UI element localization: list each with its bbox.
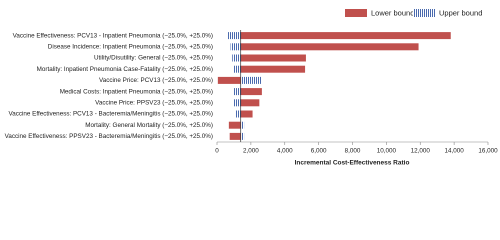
bar [233, 88, 241, 96]
bar [228, 32, 241, 40]
category-label: Utility/Disutility: General (−25.0%, +25… [94, 55, 213, 62]
category-label: Mortality: Inpatient Pneumonia Case-Fata… [37, 66, 213, 73]
bar [240, 43, 419, 51]
x-tick-label: 0 [215, 148, 219, 155]
x-tick-label: 4,000 [277, 148, 293, 155]
bar [240, 88, 262, 96]
bar [233, 99, 241, 107]
legend-label: Upper bound [439, 8, 482, 17]
bar [240, 132, 245, 140]
x-tick-label: 12,000 [411, 148, 431, 155]
category-label: Vaccine Effectiveness: PPSV23 - Bacterem… [5, 133, 213, 140]
bar [230, 43, 241, 51]
bar [235, 110, 241, 118]
category-label: Vaccine Price: PPSV23 (−25.0%, +25.0%) [95, 99, 213, 106]
legend-swatch [413, 9, 435, 17]
category-label: Mortality: General Mortality (−25.0%, +2… [85, 122, 213, 129]
bar [217, 76, 241, 84]
x-tick-label: 10,000 [377, 148, 397, 155]
category-label: Vaccine Effectiveness: PCV13 - Inpatient… [13, 32, 213, 39]
category-label: Vaccine Effectiveness: PCV13 - Bacteremi… [8, 111, 213, 118]
x-tick-label: 16,000 [478, 148, 498, 155]
bar [240, 76, 262, 84]
bar [240, 65, 306, 73]
bar [240, 32, 451, 40]
x-tick-label: 6,000 [311, 148, 327, 155]
x-tick-label: 14,000 [444, 148, 464, 155]
x-axis-title: Incremental Cost-Effectiveness Ratio [295, 160, 410, 167]
category-label: Medical Costs: Inpatient Pneumonia (−25.… [60, 88, 213, 95]
bar [232, 54, 241, 62]
bar [240, 121, 245, 129]
category-label: Disease Incidence: Inpatient Pneumonia (… [48, 43, 213, 50]
bar [240, 110, 253, 118]
bar [240, 54, 306, 62]
bar [240, 99, 260, 107]
bar [233, 65, 241, 73]
x-tick-label: 8,000 [345, 148, 361, 155]
chart: Incremental Cost-Effectiveness Ratio 0 2,… [5, 8, 498, 167]
legend-swatch [345, 9, 367, 17]
legend-label: Lower bound [371, 8, 414, 17]
x-tick-label: 2,000 [243, 148, 259, 155]
category-label: Vaccine Price: PCV13 (−25.0%, +25.0%) [99, 77, 213, 84]
bar [229, 132, 241, 140]
bar [228, 121, 241, 129]
